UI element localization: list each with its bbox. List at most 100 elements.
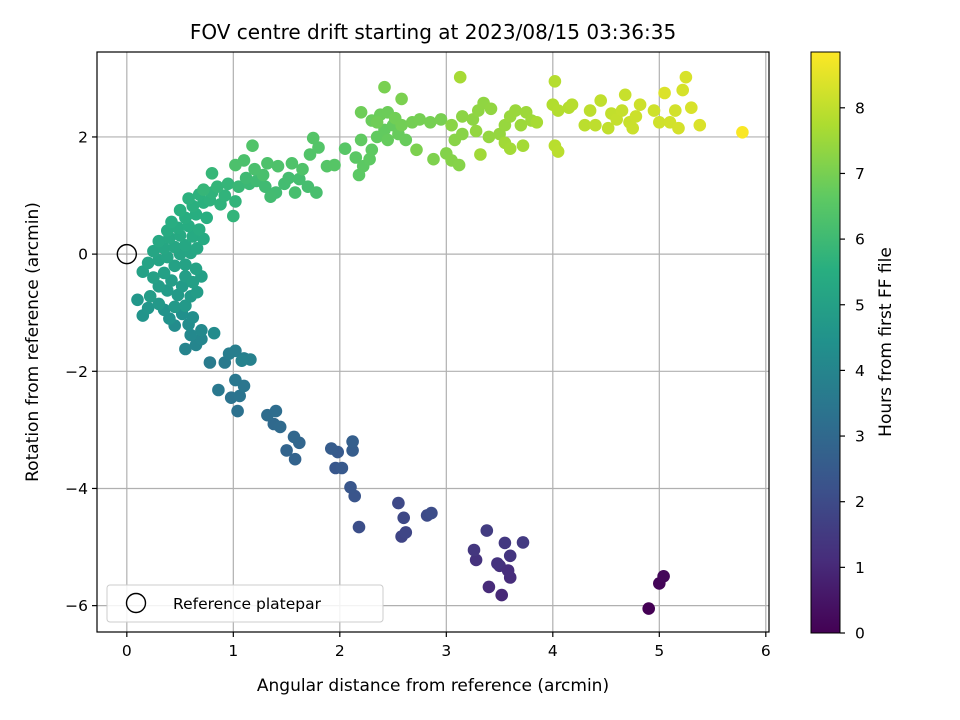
data-point [456,110,469,123]
data-point [346,435,359,448]
data-point [509,104,522,117]
colorbar-tick-label: 0 [855,625,865,643]
legend-box [106,584,384,623]
data-point [269,404,283,418]
data-point [179,299,192,313]
data-point [328,158,341,172]
data-point [346,444,359,457]
data-point [248,162,261,176]
data-point [184,328,197,342]
data-point [679,70,693,84]
data-point [229,373,242,387]
data-point [482,580,496,594]
data-point [381,133,395,147]
legend-entry-reference: Reference platepar [173,595,322,613]
data-point [413,113,427,126]
data-point [232,180,245,193]
colorbar-tick-label: 1 [855,559,865,577]
data-point [195,332,208,346]
data-point [378,80,391,94]
colorbar-tick-label: 6 [855,231,865,249]
colorbar-ticks: 0 1 2 3 4 5 6 7 8 [840,99,865,643]
data-point [175,280,189,293]
data-point [195,324,208,337]
legend: Reference platepar [106,584,384,623]
data-point [395,92,408,106]
data-point [469,553,483,567]
data-point [211,180,224,193]
data-point [325,442,338,455]
data-point [618,88,632,102]
data-point [642,602,655,615]
data-point [197,232,210,246]
data-point [565,98,579,111]
data-point [551,145,565,158]
data-point [434,113,448,126]
colorbar-tick-label: 4 [855,362,865,380]
data-point [503,549,517,563]
data-point [370,116,384,129]
data-point [287,430,301,444]
data-point [246,139,259,152]
data-point [312,141,325,154]
x-axis-ticks: 0 1 2 3 4 5 6 [122,632,771,660]
reference-platepar-marker [116,243,138,265]
x-tick-label: 0 [122,642,132,660]
y-tick-label: 0 [78,246,88,264]
data-point [189,262,203,276]
data-point [647,104,661,117]
data-point [445,118,458,132]
data-point [397,511,411,525]
data-point [352,520,366,534]
data-point [190,242,204,255]
colorbar-tick-label: 3 [855,428,865,446]
data-point [197,183,210,196]
data-point [658,86,671,100]
data-point [338,142,352,155]
data-point [474,148,487,161]
x-tick-label: 3 [441,642,451,660]
data-point [229,195,242,208]
data-points [131,70,749,615]
chart-title: FOV centre drift starting at 2023/08/15 … [190,20,676,44]
y-axis-ticks: −6 −4 −2 0 2 [65,128,97,615]
data-point [168,240,181,254]
x-tick-label: 5 [654,642,664,660]
data-point [399,133,413,147]
data-point [578,118,592,132]
data-point [601,121,615,135]
data-point [498,536,512,550]
data-point [179,342,192,356]
data-point [310,186,323,199]
data-point [657,570,670,583]
data-point [399,526,413,539]
colorbar: 0 1 2 3 4 5 6 7 8 Hours from first FF file [810,51,896,643]
data-point [424,116,437,129]
data-point [395,118,408,132]
data-point [516,139,530,152]
data-point [271,159,285,173]
data-point [484,102,498,116]
data-point [503,142,517,155]
data-point [293,172,306,186]
data-point [469,124,483,138]
data-point [235,354,249,368]
x-tick-label: 4 [548,642,558,660]
data-point [207,326,221,340]
data-point [365,143,379,157]
data-point [672,121,685,135]
data-point [285,157,299,170]
colorbar-label: Hours from first FF file [876,247,896,437]
x-tick-label: 1 [228,642,238,660]
x-axis-label: Angular distance from reference (arcmin) [257,676,609,696]
data-point [427,152,440,166]
data-point [221,177,235,191]
data-point [205,167,219,180]
data-point [653,116,666,129]
x-tick-label: 6 [761,642,771,660]
y-tick-label: −4 [65,480,88,498]
data-point [179,239,192,252]
data-point [392,496,405,510]
data-point [147,271,160,284]
data-point [452,158,466,172]
